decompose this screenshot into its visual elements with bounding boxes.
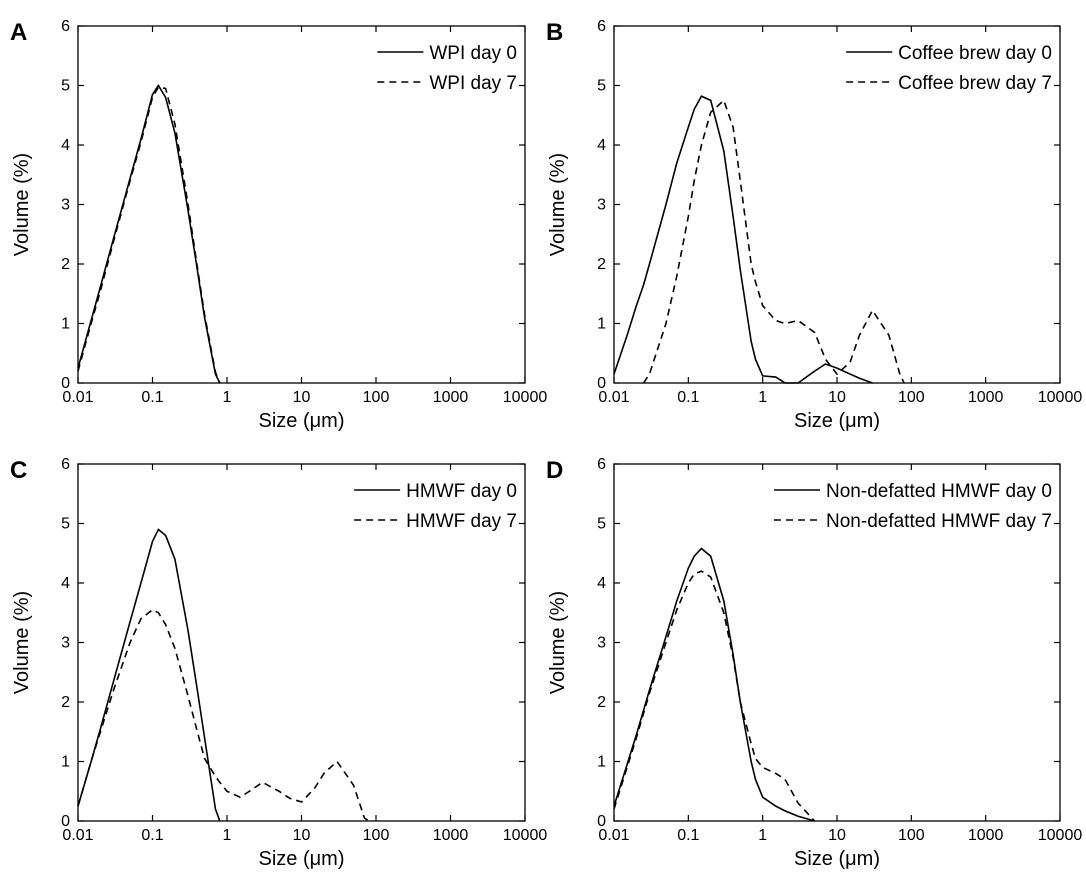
y-axis-label: Volume (%): [547, 591, 569, 694]
x-tick-label: 10000: [1038, 827, 1083, 844]
x-tick-label: 1: [758, 827, 767, 844]
y-tick-label: 4: [597, 575, 606, 592]
legend-label: WPI day 7: [429, 73, 517, 94]
x-tick-label: 1: [758, 389, 767, 406]
x-axis-label: Size (μm): [794, 848, 880, 870]
y-tick-label: 3: [61, 635, 70, 652]
legend-label: WPI day 0: [429, 43, 517, 64]
data-line: [77, 608, 370, 822]
x-tick-label: 10: [293, 389, 311, 406]
panel-label: D: [546, 457, 563, 484]
panel: 0.01 0.1 1 10 100 1000 10000 0 1 2 3 4 5 6 Size (μm) Vo…: [10, 456, 547, 870]
x-tick-label: 1: [223, 827, 232, 844]
y-tick-label: 2: [597, 256, 606, 273]
x-tick-label: 0.01: [598, 389, 629, 406]
x-tick-label: 0.01: [598, 827, 629, 844]
y-tick-label: 6: [597, 18, 606, 35]
data-line: [613, 95, 873, 384]
y-tick-label: 0: [597, 813, 606, 830]
y-tick-label: 6: [61, 456, 70, 473]
legend-label: HMWF day 0: [406, 481, 517, 502]
panel: 0.01 0.1 1 10 100 1000 10000 0 1 2 3 4 5 6 Size (μm) Vo…: [546, 456, 1082, 870]
y-tick-label: 1: [61, 316, 70, 333]
x-tick-label: 0.1: [141, 827, 163, 844]
x-axis-label: Size (μm): [259, 848, 345, 870]
y-tick-label: 2: [61, 256, 70, 273]
x-axis-label: Size (μm): [259, 410, 345, 432]
x-tick-label: 10000: [1038, 389, 1083, 406]
data-line: [77, 528, 221, 822]
x-tick-label: 1000: [968, 827, 1004, 844]
y-tick-label: 2: [61, 694, 70, 711]
x-tick-label: 0.1: [677, 389, 699, 406]
x-tick-label: 10: [828, 389, 846, 406]
y-tick-label: 0: [61, 813, 70, 830]
y-tick-label: 2: [597, 694, 606, 711]
y-axis-label: Volume (%): [547, 153, 569, 256]
data-line: [613, 547, 815, 822]
x-tick-label: 0.1: [677, 827, 699, 844]
data-line: [77, 84, 221, 384]
y-tick-label: 3: [61, 197, 70, 214]
y-tick-label: 1: [61, 754, 70, 771]
x-tick-label: 100: [363, 827, 390, 844]
x-axis-label: Size (μm): [794, 410, 880, 432]
y-axis-label: Volume (%): [11, 153, 33, 256]
x-tick-label: 10000: [503, 827, 548, 844]
x-tick-label: 0.01: [62, 389, 93, 406]
y-tick-label: 4: [61, 137, 70, 154]
data-line: [613, 570, 816, 822]
y-tick-label: 4: [597, 137, 606, 154]
panel-label: A: [10, 19, 27, 46]
y-tick-label: 1: [597, 316, 606, 333]
x-tick-label: 10: [293, 827, 311, 844]
x-tick-label: 10000: [503, 389, 548, 406]
y-tick-label: 5: [61, 78, 70, 95]
y-tick-label: 6: [61, 18, 70, 35]
y-axis-label: Volume (%): [11, 591, 33, 694]
x-tick-label: 1000: [433, 827, 469, 844]
panel-label: B: [546, 19, 563, 46]
y-tick-label: 5: [597, 516, 606, 533]
panel-label: C: [10, 457, 27, 484]
data-line: [642, 98, 905, 384]
y-tick-label: 0: [61, 375, 70, 392]
legend-label: Non-defatted HMWF day 0: [826, 481, 1052, 502]
x-tick-label: 1000: [433, 389, 469, 406]
y-tick-label: 1: [597, 754, 606, 771]
x-tick-label: 100: [898, 389, 925, 406]
legend-label: HMWF day 7: [406, 511, 517, 532]
y-tick-label: 0: [597, 375, 606, 392]
legend-label: Non-defatted HMWF day 7: [826, 511, 1052, 532]
panel: 0.01 0.1 1 10 100 1000 10000 0 1 2 3 4 5 6 Size (μm) Vo…: [546, 18, 1082, 432]
x-tick-label: 0.1: [141, 389, 163, 406]
panel: 0.01 0.1 1 10 100 1000 10000 0 1 2 3 4 5 6 Size (μm) Vo…: [10, 18, 547, 432]
y-tick-label: 3: [597, 635, 606, 652]
y-tick-label: 3: [597, 197, 606, 214]
x-tick-label: 100: [363, 389, 390, 406]
y-tick-label: 5: [61, 516, 70, 533]
x-tick-label: 1000: [968, 389, 1004, 406]
data-line: [77, 86, 221, 384]
y-tick-label: 5: [597, 78, 606, 95]
x-tick-label: 0.01: [62, 827, 93, 844]
x-tick-label: 100: [898, 827, 925, 844]
y-tick-label: 4: [61, 575, 70, 592]
legend-label: Coffee brew day 7: [898, 73, 1052, 94]
x-tick-label: 10: [828, 827, 846, 844]
y-tick-label: 6: [597, 456, 606, 473]
legend-label: Coffee brew day 0: [898, 43, 1052, 64]
x-tick-label: 1: [223, 389, 232, 406]
